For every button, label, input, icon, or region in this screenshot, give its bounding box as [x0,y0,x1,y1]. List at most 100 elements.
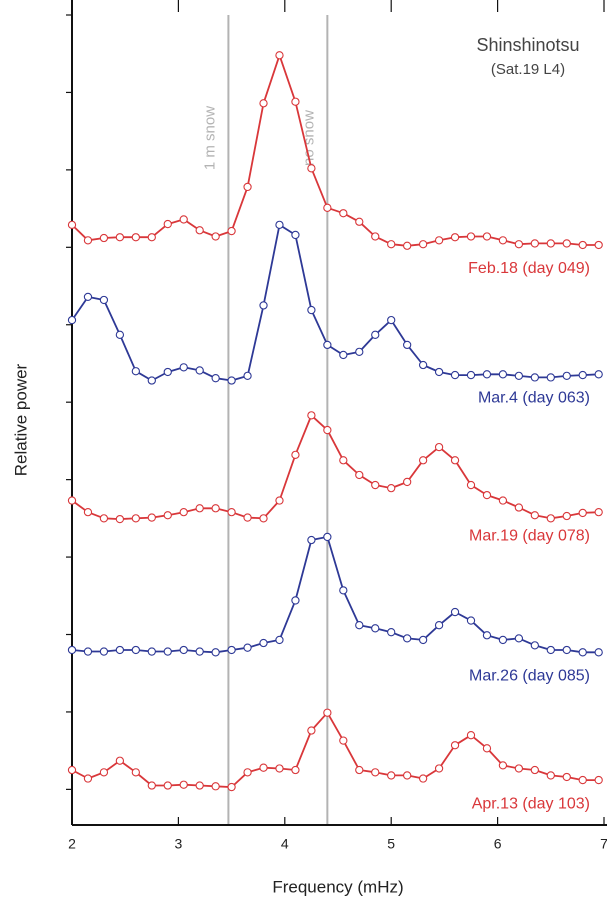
data-point [163,781,172,790]
data-point [466,370,476,380]
data-point [115,756,125,765]
data-point [562,772,571,782]
data-point [482,370,492,379]
data-point [578,370,587,380]
data-point [339,586,348,595]
data-point [403,340,412,350]
data-point [514,371,524,381]
data-point [450,233,460,242]
data-point [514,634,524,643]
data-point [227,508,236,517]
data-point [387,483,396,493]
data-point [291,596,300,605]
data-point [323,203,332,212]
data-point [323,425,332,435]
x-axis-label: Frequency (mHz) [272,877,403,896]
data-point [371,330,380,339]
data-point [339,736,348,745]
data-point [530,765,539,775]
data-point [179,215,188,224]
data-point [131,768,140,777]
data-point [99,233,109,243]
data-point [67,496,77,505]
data-point [355,765,364,775]
data-point [546,239,555,248]
data-point [355,621,364,630]
data-point [514,240,524,249]
data-point [275,51,284,60]
data-point [594,240,603,250]
data-point [530,373,539,382]
series-label: Apr.13 (day 103) [472,795,590,812]
data-point [83,236,93,245]
data-point [115,233,125,242]
data-point [562,645,571,655]
data-point [99,768,109,777]
data-point [83,647,93,656]
x-tick-label: 6 [494,836,502,852]
data-point [371,480,380,490]
data-point [291,450,300,459]
data-point [163,647,172,656]
series-label: Mar.26 (day 085) [469,668,590,685]
data-point [211,504,220,513]
data-point [291,765,300,775]
data-point [67,220,77,230]
data-point [83,508,93,517]
data-point [578,775,587,785]
data-point [131,645,140,655]
data-point [418,774,428,783]
data-point [243,768,252,777]
data-point [594,648,603,657]
data-point [403,634,412,643]
data-point [275,764,284,773]
data-point [594,370,603,379]
x-tick-label: 4 [281,836,289,852]
data-point [195,504,204,513]
series-label: Mar.4 (day 063) [478,390,590,407]
data-point [562,239,571,248]
data-point [450,607,460,617]
data-point [482,631,492,640]
series-line [71,54,599,247]
data-point [578,240,587,250]
data-point [387,240,396,249]
data-point [418,635,428,645]
data-point [482,232,492,241]
data-point [307,164,316,173]
data-point [578,648,587,657]
data-point [339,456,348,465]
y-axis-label: Relative power [11,363,30,476]
data-point [163,367,172,377]
data-point [594,775,603,785]
data-point [450,741,460,750]
data-point [355,347,364,357]
data-point [243,371,252,381]
data-point [387,315,396,325]
data-point [371,232,380,241]
data-point [195,226,204,235]
data-point [562,511,571,521]
data-point [163,511,172,520]
data-point [275,220,284,230]
data-point [514,764,524,773]
data-point [195,781,204,790]
data-point [323,708,332,717]
data-point [243,643,252,652]
data-point [387,628,396,637]
data-point [530,511,539,520]
data-point [418,240,428,249]
data-point [498,761,508,770]
data-point [434,442,444,452]
data-point [466,616,476,625]
data-point [450,370,460,380]
data-point [99,514,109,523]
data-point [307,411,316,420]
data-point [131,514,140,523]
data-point [115,330,125,339]
data-point [115,514,125,524]
data-point [403,477,412,487]
data-point [243,513,252,522]
data-point [466,480,476,490]
